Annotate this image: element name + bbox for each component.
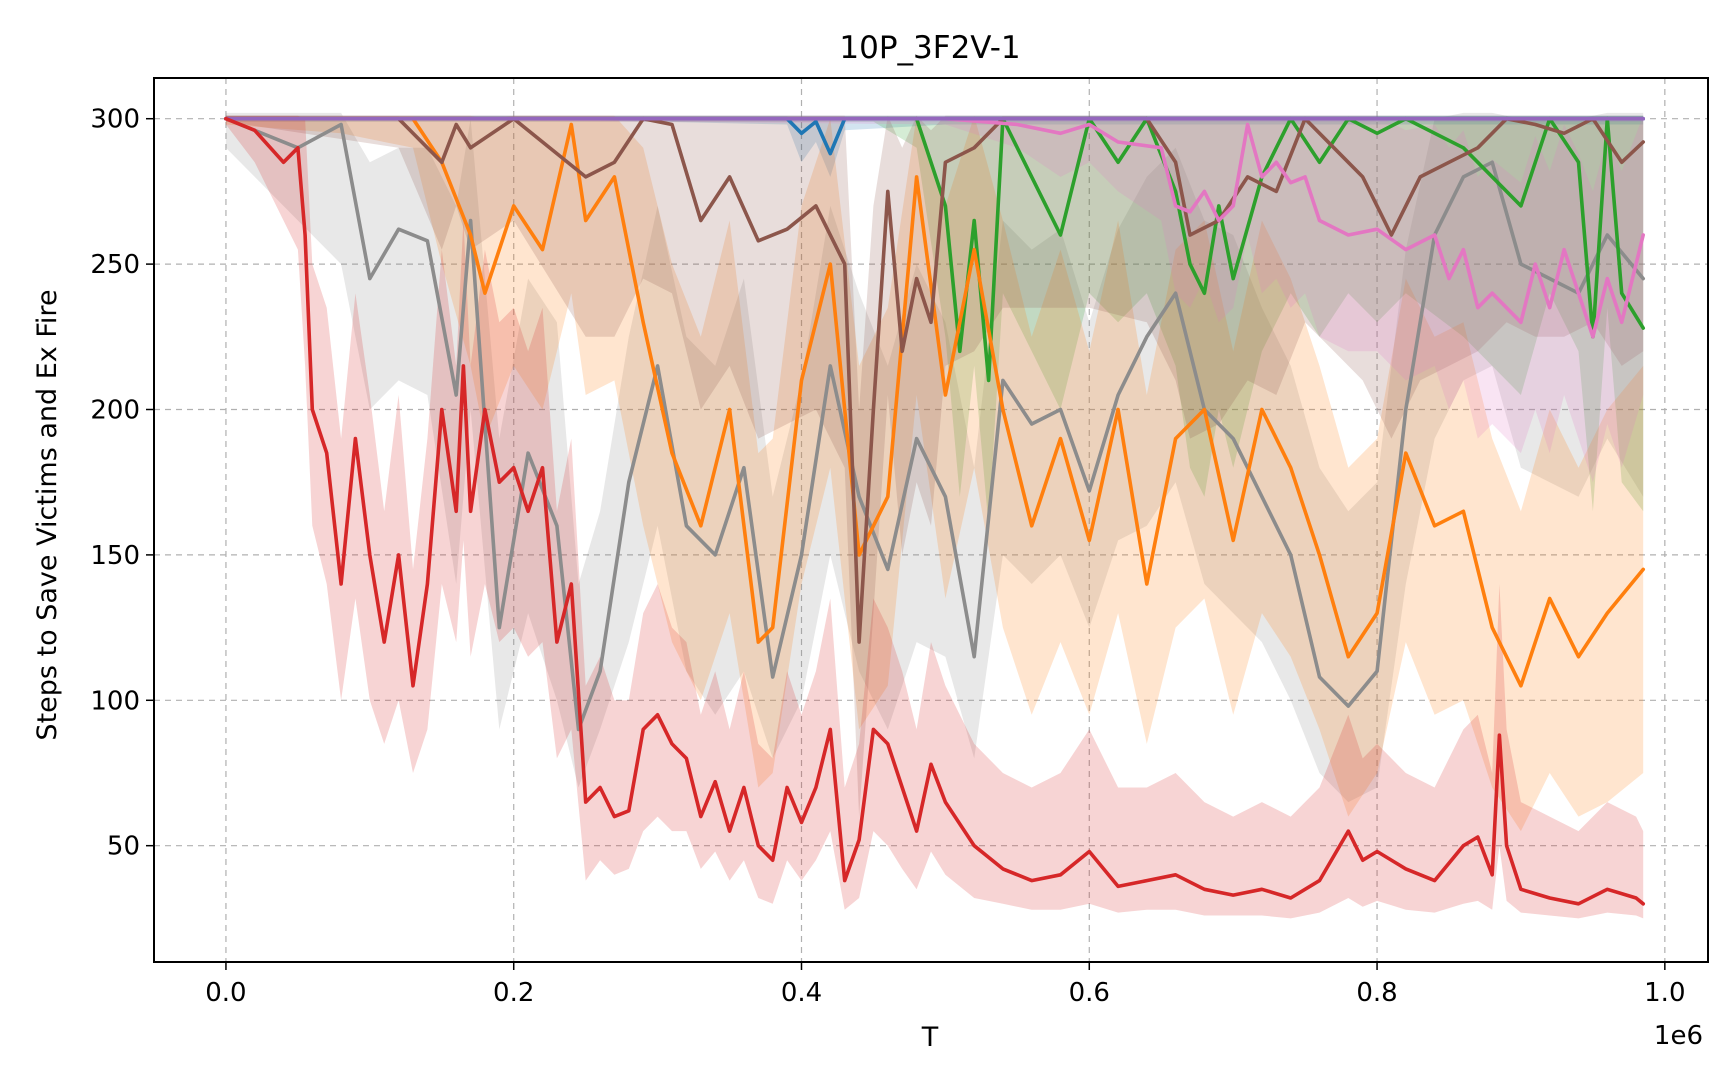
line-layer	[224, 116, 1645, 906]
series-line-0	[224, 116, 1645, 732]
y-tick-label: 200	[90, 396, 140, 426]
y-axis-label: Steps to Save Victims and Ex Fire	[32, 289, 63, 740]
y-tick-label: 250	[90, 250, 140, 280]
x-tick-label: 0.6	[1069, 978, 1110, 1008]
y-tick-label: 300	[90, 105, 140, 135]
series-band-4	[225, 115, 1644, 817]
series-line-2	[224, 116, 1645, 383]
x-axis-label: T	[921, 1022, 939, 1053]
series-band-0	[225, 112, 1644, 803]
series-line-4	[224, 116, 1645, 644]
y-tick-label: 150	[90, 541, 140, 571]
x-tick-label: 1.0	[1644, 978, 1685, 1008]
chart-title: 10P_3F2V-1	[839, 30, 1020, 66]
x-offset-label: 1e6	[1654, 1021, 1703, 1051]
band-layer	[225, 112, 1644, 919]
x-tick-label: 0.0	[205, 978, 246, 1008]
series-line-7	[224, 116, 1645, 906]
series-band-2	[225, 115, 1644, 526]
y-tick-label: 100	[90, 686, 140, 716]
series-line-3	[224, 116, 1645, 688]
x-tick-label: 0.2	[493, 978, 534, 1008]
series-line-5	[224, 116, 1645, 339]
axis-layer: 0.0 0.2 0.4 0.6 0.8 1.0 50 100 150 200 250 300	[90, 105, 1685, 1008]
y-tick-label: 50	[107, 832, 140, 862]
series-band-5	[225, 115, 1644, 483]
x-tick-label: 0.8	[1356, 978, 1397, 1008]
plot-frame	[153, 77, 1709, 963]
x-tick-label: 0.4	[781, 978, 822, 1008]
